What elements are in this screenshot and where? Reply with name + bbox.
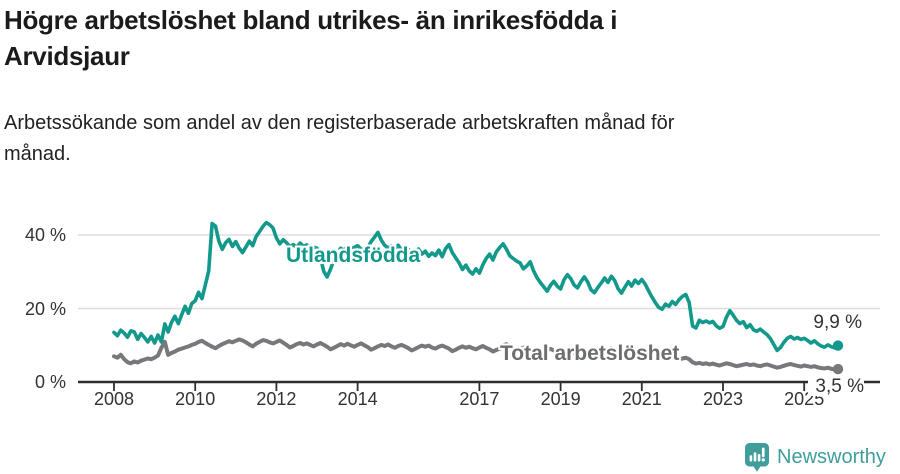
y-tick-label-40: 40 % [24, 225, 66, 245]
series-label-total-arbetsloshet: Total arbetslöshet [500, 342, 680, 365]
x-tick-label-2010: 2010 [175, 389, 216, 409]
y-tick-label-0: 0 % [34, 372, 66, 392]
series-end-dot-total-arbetsloshet [832, 363, 844, 375]
x-tick-label-2021: 2021 [621, 389, 662, 409]
title-line-1: Högre arbetslöshet bland utrikes- än inr… [4, 5, 618, 35]
title-line-2: Arvidsjaur [4, 41, 130, 71]
x-tick-label-2008: 2008 [93, 389, 135, 409]
newsworthy-logo-icon [745, 443, 769, 472]
y-tick-label-20: 20 % [24, 298, 66, 319]
end-value-label-utlandsfodda: 9,9 % [813, 312, 862, 333]
series-line-total-arbetsloshet [112, 337, 840, 372]
x-tick-label-2023: 2023 [702, 389, 744, 409]
series-line-utlandsfodda [112, 220, 840, 353]
brand-name: Newsworthy [777, 446, 886, 468]
series-label-utlandsfodda: Utlandsfödda [286, 244, 421, 267]
end-value-label-total: 3,5 % [808, 377, 864, 396]
x-tick-label-2012: 2012 [256, 389, 297, 409]
series-end-dot-utlandsfodda [832, 340, 844, 351]
chart-subtitle: Arbetssökande som andel av den registerb… [4, 108, 824, 170]
footer-brand: Newsworthy [745, 443, 886, 472]
x-tick-label-2019: 2019 [540, 389, 581, 409]
subtitle-line-2: månad. [4, 143, 71, 165]
subtitle-line-1: Arbetssökande som andel av den registerb… [4, 112, 675, 134]
x-tick-label-2014: 2014 [337, 389, 378, 409]
x-tick-label-2017: 2017 [459, 389, 500, 409]
page-title: Högre arbetslöshet bland utrikes- än inr… [4, 2, 814, 74]
